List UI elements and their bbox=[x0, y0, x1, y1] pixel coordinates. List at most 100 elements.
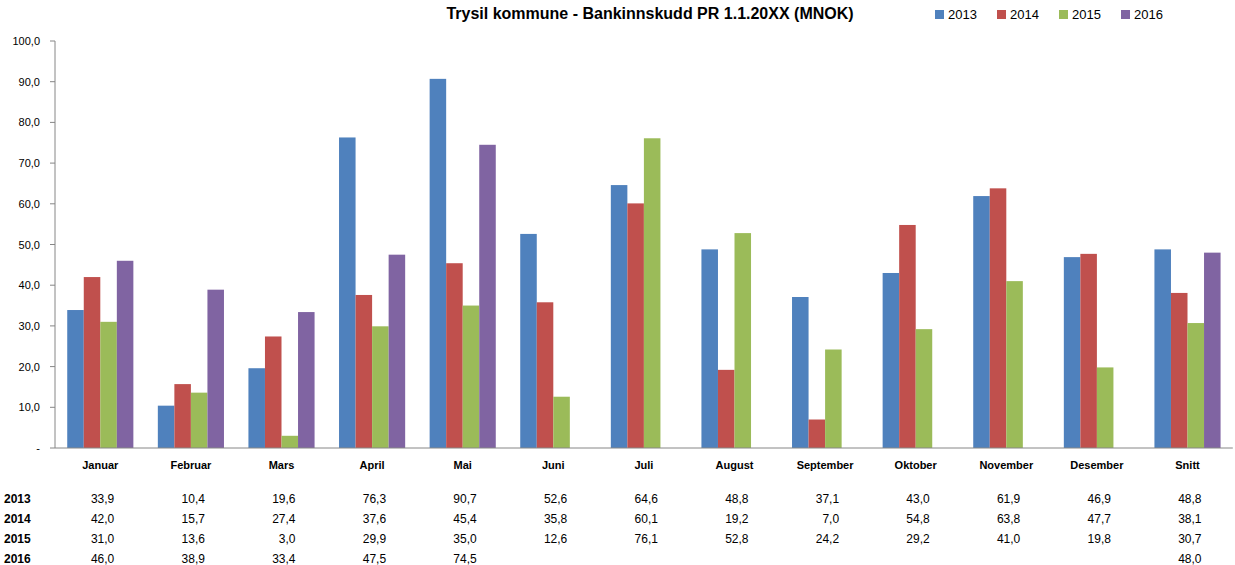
y-tick bbox=[50, 325, 55, 326]
chart: Trysil kommune - Bankinnskudd PR 1.1.20X… bbox=[0, 0, 1235, 565]
table-value: 35,0 bbox=[453, 532, 477, 546]
bar bbox=[191, 393, 208, 448]
table-value: 29,2 bbox=[906, 532, 930, 546]
y-tick-label: 80,0 bbox=[19, 116, 40, 128]
bar bbox=[627, 203, 644, 448]
bar bbox=[735, 233, 752, 448]
legend-label: 2013 bbox=[948, 7, 977, 22]
y-tick bbox=[50, 448, 55, 449]
bar bbox=[158, 406, 175, 448]
y-tick-label: - bbox=[36, 442, 40, 454]
bar bbox=[644, 138, 661, 448]
legend-label: 2015 bbox=[1072, 7, 1101, 22]
x-tick-label: November bbox=[979, 459, 1034, 471]
bar bbox=[265, 336, 282, 448]
legend-swatch bbox=[935, 10, 944, 19]
bar bbox=[84, 277, 101, 448]
bar bbox=[67, 310, 84, 448]
bar bbox=[718, 370, 735, 448]
y-tick-label: 50,0 bbox=[19, 239, 40, 251]
bar bbox=[1188, 323, 1205, 448]
table-row-label: 2015 bbox=[4, 532, 31, 546]
bar bbox=[973, 196, 990, 448]
legend: 2013201420152016 bbox=[935, 7, 1163, 22]
y-tick-label: 90,0 bbox=[19, 76, 40, 88]
table-value: 48,8 bbox=[1178, 492, 1202, 506]
table-value: 41,0 bbox=[997, 532, 1021, 546]
bar bbox=[1154, 249, 1171, 448]
table-value: 13,6 bbox=[182, 532, 206, 546]
table-value: 47,5 bbox=[363, 552, 387, 565]
table-value: 45,4 bbox=[453, 512, 477, 526]
table-value: 15,7 bbox=[182, 512, 206, 526]
x-tick-label: Januar bbox=[82, 459, 119, 471]
bar bbox=[463, 306, 480, 448]
y-tick bbox=[50, 366, 55, 367]
x-tick-label: Juli bbox=[634, 459, 653, 471]
bar bbox=[990, 188, 1007, 448]
bar bbox=[207, 290, 224, 448]
bar bbox=[174, 384, 191, 448]
bar bbox=[1171, 293, 1188, 448]
bar bbox=[701, 249, 718, 448]
bar bbox=[825, 350, 842, 448]
table-value: 19,8 bbox=[1088, 532, 1112, 546]
y-tick-label: 40,0 bbox=[19, 279, 40, 291]
x-tick-label: Snitt bbox=[1175, 459, 1200, 471]
table-value: 19,2 bbox=[725, 512, 749, 526]
bar bbox=[899, 225, 916, 448]
table-value: 38,1 bbox=[1178, 512, 1202, 526]
table-value: 38,9 bbox=[182, 552, 206, 565]
y-axis-line bbox=[55, 41, 56, 448]
table-value: 46,0 bbox=[91, 552, 115, 565]
bar bbox=[792, 297, 809, 448]
table-value: 35,8 bbox=[544, 512, 568, 526]
table-value: 90,7 bbox=[453, 492, 477, 506]
bar bbox=[1080, 254, 1097, 448]
y-tick bbox=[50, 203, 55, 204]
legend-swatch bbox=[1121, 10, 1130, 19]
table-value: 33,4 bbox=[272, 552, 296, 565]
bar bbox=[553, 397, 570, 448]
bar bbox=[100, 322, 117, 448]
bar bbox=[1064, 257, 1081, 448]
y-tick-label: 60,0 bbox=[19, 198, 40, 210]
x-axis: JanuarFebruarMarsAprilMaiJuniJuliAugustS… bbox=[82, 459, 1200, 471]
x-tick-label: April bbox=[360, 459, 385, 471]
table-value: 3,0 bbox=[279, 532, 296, 546]
bar bbox=[298, 312, 315, 448]
table-value: 54,8 bbox=[906, 512, 930, 526]
table-value: 19,6 bbox=[272, 492, 296, 506]
legend-swatch bbox=[997, 10, 1006, 19]
bar bbox=[117, 261, 134, 448]
bar bbox=[1204, 253, 1221, 448]
table-value: 37,1 bbox=[816, 492, 840, 506]
y-tick bbox=[50, 285, 55, 286]
data-table: 201333,910,419,676,390,752,664,648,837,1… bbox=[4, 492, 1202, 565]
table-value: 76,1 bbox=[635, 532, 659, 546]
bar bbox=[339, 137, 356, 448]
x-tick-label: Mai bbox=[454, 459, 472, 471]
table-value: 33,9 bbox=[91, 492, 115, 506]
table-row-label: 2013 bbox=[4, 492, 31, 506]
y-tick-label: 20,0 bbox=[19, 361, 40, 373]
bar bbox=[520, 234, 537, 448]
table-value: 37,6 bbox=[363, 512, 387, 526]
x-tick-label: Februar bbox=[170, 459, 212, 471]
table-value: 48,8 bbox=[725, 492, 749, 506]
bar bbox=[611, 185, 628, 448]
bars bbox=[67, 79, 1220, 448]
table-value: 61,9 bbox=[997, 492, 1021, 506]
y-axis: -10,020,030,040,050,060,070,080,090,0100… bbox=[12, 35, 55, 454]
table-row-label: 2016 bbox=[4, 552, 31, 565]
y-tick-label: 100,0 bbox=[12, 35, 40, 47]
y-tick bbox=[50, 244, 55, 245]
bar bbox=[248, 368, 265, 448]
bar bbox=[1006, 281, 1023, 448]
table-value: 74,5 bbox=[453, 552, 477, 565]
x-tick-label: Mars bbox=[269, 459, 295, 471]
table-value: 52,6 bbox=[544, 492, 568, 506]
y-tick bbox=[50, 41, 55, 42]
y-tick-label: 70,0 bbox=[19, 157, 40, 169]
table-value: 64,6 bbox=[635, 492, 659, 506]
